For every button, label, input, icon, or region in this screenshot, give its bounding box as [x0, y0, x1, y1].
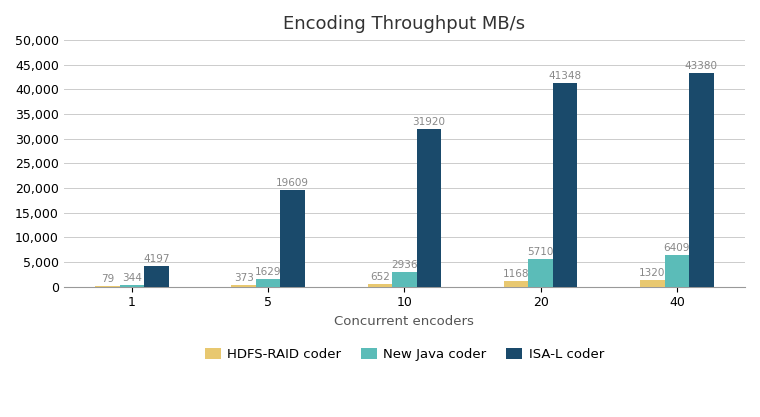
Bar [689, 73, 714, 287]
Text: 5710: 5710 [527, 246, 554, 256]
Bar [280, 190, 305, 287]
Text: 31920: 31920 [413, 117, 445, 127]
Text: 344: 344 [122, 273, 142, 283]
X-axis label: Concurrent encoders: Concurrent encoders [334, 315, 474, 328]
Title: Encoding Throughput MB/s: Encoding Throughput MB/s [283, 15, 525, 33]
Bar [144, 266, 169, 287]
Bar [640, 280, 665, 287]
Text: 4197: 4197 [143, 254, 169, 264]
Bar [232, 285, 256, 287]
Bar [416, 129, 442, 287]
Bar [528, 259, 553, 287]
Text: 79: 79 [101, 274, 114, 284]
Bar [392, 272, 416, 287]
Text: 41348: 41348 [549, 71, 581, 81]
Bar [665, 255, 689, 287]
Bar [368, 284, 392, 287]
Text: 1320: 1320 [639, 268, 666, 278]
Text: 652: 652 [370, 271, 390, 281]
Text: 19609: 19609 [276, 178, 309, 188]
Text: 2936: 2936 [391, 260, 418, 270]
Text: 6409: 6409 [663, 243, 690, 253]
Bar [256, 279, 280, 287]
Text: 373: 373 [234, 273, 254, 283]
Text: 43380: 43380 [685, 61, 718, 71]
Bar [120, 285, 144, 287]
Text: 1168: 1168 [503, 269, 530, 279]
Legend: HDFS-RAID coder, New Java coder, ISA-L coder: HDFS-RAID coder, New Java coder, ISA-L c… [200, 343, 610, 366]
Bar [553, 83, 578, 287]
Text: 1629: 1629 [255, 267, 281, 277]
Bar [504, 281, 528, 287]
